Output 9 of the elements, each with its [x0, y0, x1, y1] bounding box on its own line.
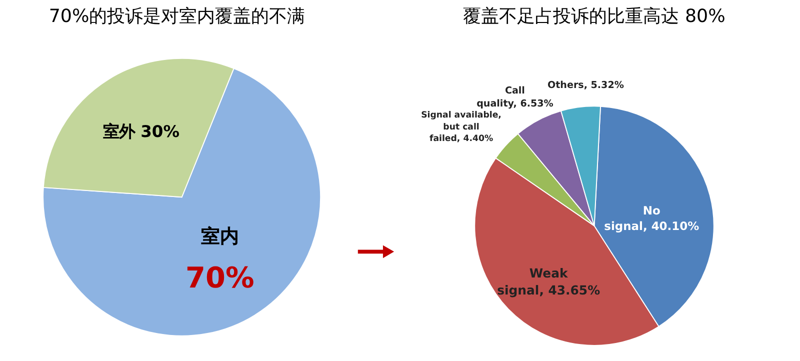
slice-label: 室内	[200, 224, 239, 248]
data-label: 70%	[186, 260, 254, 295]
slice-label: No signal, 40.10%	[604, 203, 700, 233]
slice-label: 室外 30%	[102, 122, 180, 141]
chart-title: 70%的投诉是对室内覆盖的不满	[48, 6, 306, 27]
slice-label: Signal available, but call failed, 4.40%	[421, 110, 502, 144]
slice-label: Others, 5.32%	[547, 80, 624, 91]
slice-label: Weak signal, 43.65%	[497, 266, 601, 298]
chart-title: 覆盖不足占投诉的比重高达 80%	[463, 6, 726, 27]
